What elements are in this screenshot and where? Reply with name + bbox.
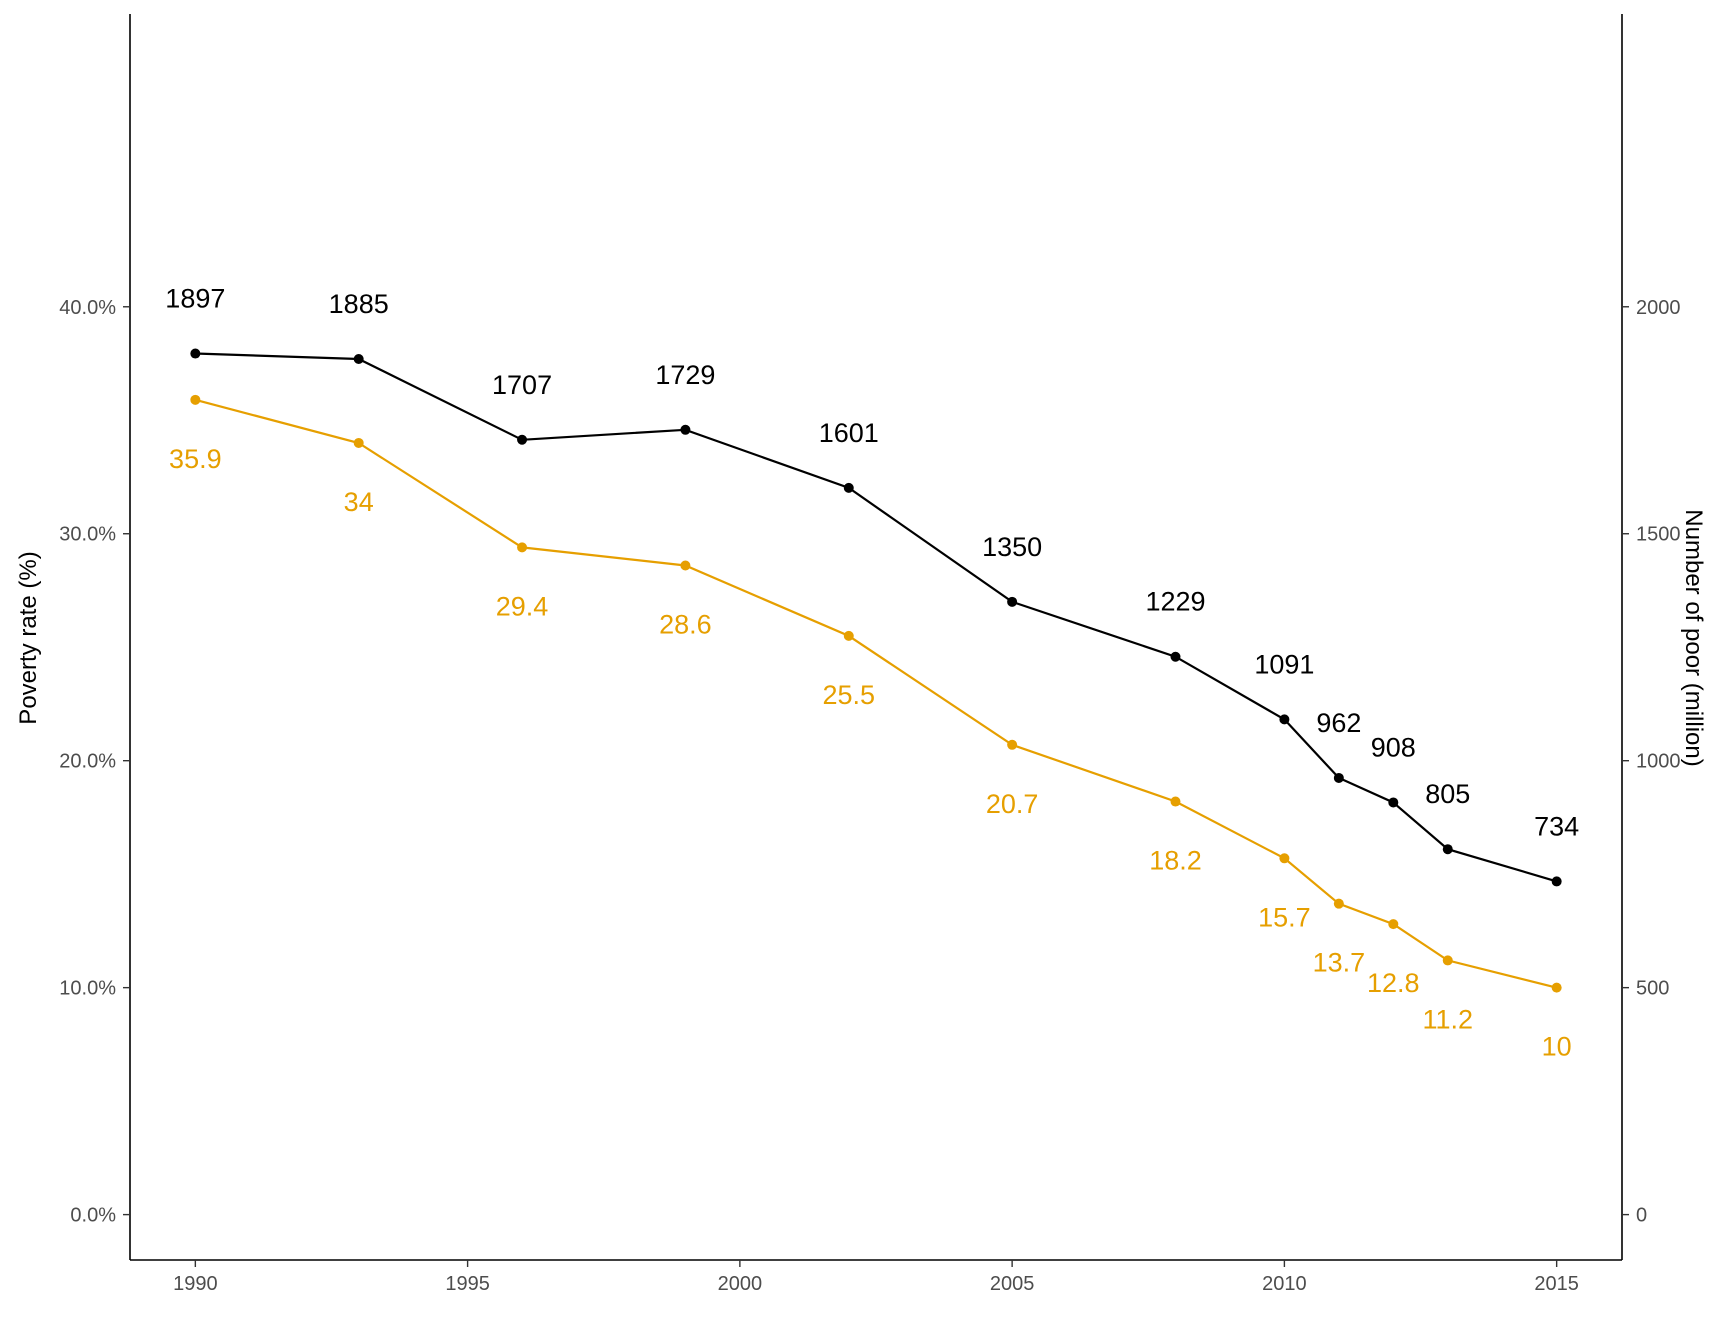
series-point: [517, 542, 528, 553]
series-point: [1551, 876, 1562, 887]
x-tick-label: 2010: [1262, 1273, 1307, 1295]
axes: 1990 1995 2000 2005 2010 2015 0.0% 10.0% 20.0% 30…: [59, 14, 1681, 1295]
data-label: 1897: [165, 284, 225, 314]
y-left-tick-label: 10.0%: [59, 978, 116, 1000]
series-point: [1279, 853, 1290, 864]
data-label: 908: [1371, 732, 1416, 762]
data-label: 1729: [655, 360, 715, 390]
series-point: [190, 394, 201, 405]
series-point: [1442, 844, 1453, 855]
data-label: 15.7: [1258, 902, 1311, 932]
y-right-tick-label: 500: [1636, 978, 1669, 1000]
y-left-tick-label: 30.0%: [59, 524, 116, 546]
data-label: 1350: [982, 532, 1042, 562]
data-label: 1601: [819, 418, 879, 448]
data-label: 734: [1534, 811, 1579, 841]
series-line: [195, 352, 1558, 883]
x-tick-label: 1995: [445, 1273, 490, 1295]
data-label: 10: [1542, 1032, 1572, 1062]
series-point: [680, 424, 691, 435]
y-axis-left-title: Poverty rate (%): [15, 551, 42, 724]
series-line: [195, 398, 1557, 989]
series-point: [353, 353, 364, 364]
series-point: [1007, 739, 1018, 750]
x-tick-label: 2015: [1534, 1273, 1579, 1295]
x-tick-label: 1990: [173, 1273, 218, 1295]
y-right-tick-label: 1000: [1636, 751, 1681, 773]
y-left-tick-label: 20.0%: [59, 751, 116, 773]
data-label: 29.4: [496, 591, 549, 621]
series-point: [1007, 596, 1018, 607]
series-point: [1333, 772, 1344, 783]
series-point: [353, 437, 364, 448]
y-left-tick-label: 0.0%: [70, 1205, 116, 1227]
y-axis-right-title: Number of poor (million): [1680, 509, 1707, 766]
data-label: 1885: [329, 289, 389, 319]
data-label: 805: [1425, 779, 1470, 809]
series-point: [680, 560, 691, 571]
series-point: [1442, 955, 1453, 966]
data-label: 20.7: [986, 789, 1039, 819]
x-tick-label: 2005: [990, 1273, 1035, 1295]
y-right-tick-label: 1500: [1636, 524, 1681, 546]
data-label: 13.7: [1313, 948, 1366, 978]
data-label: 1707: [492, 370, 552, 400]
series-layer: [190, 348, 1562, 993]
y-right-tick-label: 0: [1636, 1205, 1647, 1227]
series-point: [1388, 919, 1399, 930]
data-label: 35.9: [169, 444, 222, 474]
data-label: 25.5: [822, 680, 875, 710]
y-right-tick-label: 2000: [1636, 297, 1681, 319]
series-point: [1279, 714, 1290, 725]
series-point: [1333, 898, 1344, 909]
data-label: 1091: [1254, 649, 1314, 679]
series-left-axis: [190, 394, 1562, 993]
series-point: [190, 348, 201, 359]
series-point: [1551, 982, 1562, 993]
y-left-tick-label: 40.0%: [59, 297, 116, 319]
data-label: 962: [1316, 708, 1361, 738]
series-point: [843, 630, 854, 641]
series-point: [843, 482, 854, 493]
series-point: [1170, 796, 1181, 807]
data-label: 28.6: [659, 610, 712, 640]
data-label: 12.8: [1367, 968, 1420, 998]
series-right-axis: [190, 348, 1562, 887]
data-label: 18.2: [1149, 846, 1202, 876]
series-point: [1388, 797, 1399, 808]
series-point: [517, 434, 528, 445]
data-label: 34: [344, 487, 374, 517]
data-label: 11.2: [1422, 1004, 1473, 1034]
series-point: [1170, 651, 1181, 662]
data-label: 1229: [1145, 587, 1205, 617]
x-tick-label: 2000: [718, 1273, 763, 1295]
